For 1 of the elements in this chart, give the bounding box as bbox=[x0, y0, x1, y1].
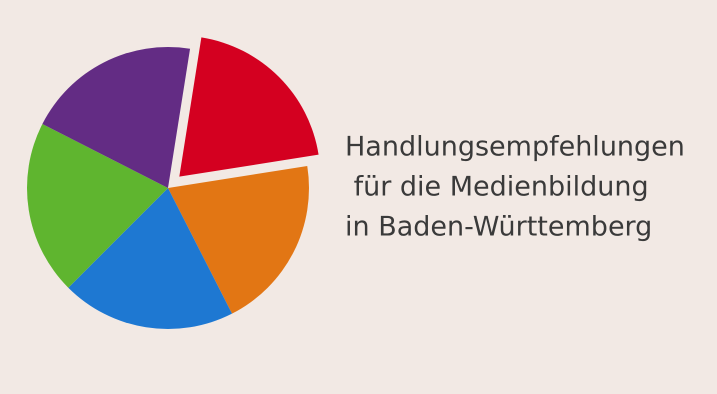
text: Handlungsempfehlungen für die Medienbildung in Baden-Württemberg bbox=[345, 132, 685, 242]
